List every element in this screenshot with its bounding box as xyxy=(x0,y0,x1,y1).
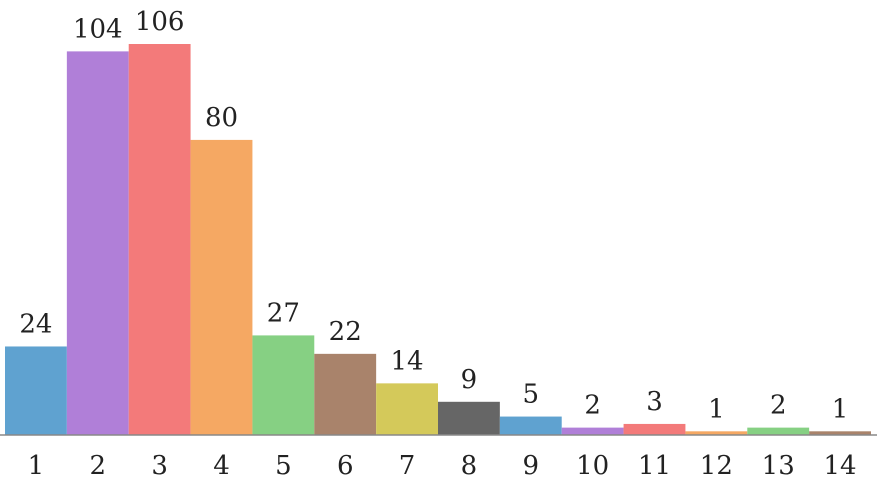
x-tick-label: 14 xyxy=(824,451,857,479)
value-label: 1 xyxy=(708,394,725,424)
x-tick-label: 8 xyxy=(461,451,478,479)
value-label: 2 xyxy=(584,391,601,421)
value-label: 14 xyxy=(391,346,424,376)
bar xyxy=(128,44,191,435)
bar xyxy=(685,431,748,435)
bar xyxy=(438,401,500,435)
value-label: 5 xyxy=(523,380,540,410)
value-label: 2 xyxy=(770,391,787,421)
x-tick-label: 3 xyxy=(151,451,168,479)
value-label: 1 xyxy=(832,394,849,424)
value-label: 104 xyxy=(73,14,123,44)
x-tick-label: 12 xyxy=(700,451,733,479)
x-tick-label: 9 xyxy=(523,451,540,479)
bar xyxy=(190,139,253,436)
bar xyxy=(376,383,438,435)
value-label: 24 xyxy=(19,309,52,339)
value-label: 80 xyxy=(205,103,238,133)
bar xyxy=(561,427,624,435)
value-label: 9 xyxy=(461,365,478,395)
x-tick-label: 5 xyxy=(275,451,292,479)
x-tick-label: 7 xyxy=(399,451,416,479)
bar xyxy=(314,353,377,435)
bar xyxy=(499,416,562,435)
x-tick-label: 6 xyxy=(337,451,354,479)
x-tick-label: 2 xyxy=(90,451,107,479)
value-label: 106 xyxy=(135,7,185,37)
value-label: 3 xyxy=(646,387,663,417)
value-label: 22 xyxy=(329,317,362,347)
value-label: 27 xyxy=(267,298,300,328)
x-tick-label: 4 xyxy=(213,451,230,479)
x-tick-label: 13 xyxy=(762,451,795,479)
x-tick-label: 10 xyxy=(576,451,609,479)
bar xyxy=(66,51,129,436)
bar xyxy=(623,423,686,435)
x-tick-label: 1 xyxy=(28,451,45,479)
bar xyxy=(809,431,871,435)
bar xyxy=(252,335,315,435)
x-tick-label: 11 xyxy=(638,451,671,479)
bar xyxy=(747,427,810,435)
bar xyxy=(5,346,67,435)
